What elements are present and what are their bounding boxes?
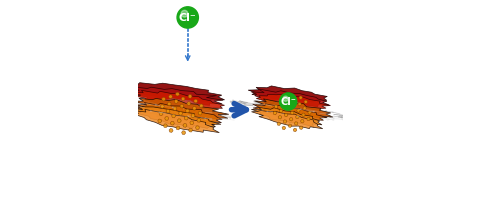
Polygon shape bbox=[248, 86, 327, 103]
Polygon shape bbox=[133, 103, 222, 125]
Polygon shape bbox=[134, 110, 219, 133]
Polygon shape bbox=[253, 104, 327, 122]
Polygon shape bbox=[132, 99, 229, 119]
Polygon shape bbox=[252, 89, 329, 107]
Polygon shape bbox=[274, 101, 306, 111]
Polygon shape bbox=[130, 107, 221, 129]
Circle shape bbox=[279, 93, 297, 111]
Circle shape bbox=[177, 8, 198, 29]
Circle shape bbox=[181, 11, 188, 18]
Polygon shape bbox=[159, 99, 203, 112]
Text: Cl⁻: Cl⁻ bbox=[280, 97, 296, 107]
Polygon shape bbox=[126, 83, 225, 103]
Polygon shape bbox=[252, 111, 323, 129]
Polygon shape bbox=[129, 87, 223, 106]
Polygon shape bbox=[256, 95, 331, 111]
Polygon shape bbox=[252, 99, 333, 119]
Polygon shape bbox=[130, 91, 225, 111]
Circle shape bbox=[283, 97, 288, 102]
Polygon shape bbox=[252, 108, 322, 128]
Text: Cl⁻: Cl⁻ bbox=[179, 13, 197, 23]
